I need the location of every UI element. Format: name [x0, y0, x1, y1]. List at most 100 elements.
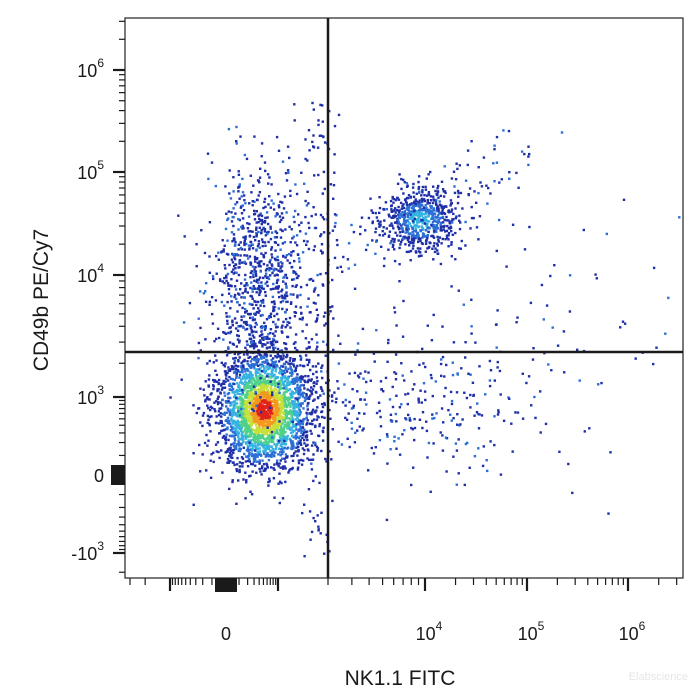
- event-dot: [277, 307, 280, 310]
- event-dot: [259, 405, 262, 408]
- event-dot: [260, 299, 263, 303]
- event-dot: [256, 432, 259, 435]
- event-dot: [297, 411, 301, 415]
- event-dot: [230, 384, 233, 388]
- event-dot: [221, 398, 224, 401]
- event-dot: [297, 274, 300, 278]
- event-dot: [442, 205, 445, 208]
- event-dot: [262, 378, 265, 381]
- event-dot: [265, 395, 269, 398]
- event-dot: [270, 199, 273, 202]
- event-dot: [276, 287, 280, 290]
- event-dot: [528, 152, 531, 156]
- event-dot: [231, 391, 234, 394]
- event-dot: [290, 441, 293, 444]
- event-dot: [282, 354, 285, 357]
- event-dot: [403, 213, 406, 216]
- event-dot: [583, 430, 586, 433]
- event-dot: [233, 437, 236, 440]
- event-dot: [208, 300, 212, 304]
- event-dot: [270, 358, 273, 362]
- event-dot: [242, 402, 245, 405]
- event-dot: [264, 399, 267, 402]
- event-dot: [266, 441, 269, 444]
- event-dot: [249, 490, 252, 493]
- event-dot: [403, 235, 407, 238]
- event-dot: [420, 241, 424, 245]
- event-dot: [301, 375, 305, 379]
- event-dot: [424, 188, 428, 191]
- event-dot: [224, 428, 228, 431]
- event-dot: [247, 429, 250, 432]
- event-dot: [268, 337, 271, 341]
- event-dot: [257, 440, 260, 443]
- event-dot: [217, 381, 220, 385]
- event-dot: [260, 409, 263, 412]
- event-dot: [220, 421, 223, 424]
- event-dot: [232, 425, 235, 429]
- event-dot: [216, 327, 220, 330]
- event-dot: [228, 169, 231, 172]
- event-dot: [274, 408, 277, 411]
- event-dot: [281, 324, 284, 327]
- event-dot: [226, 427, 229, 431]
- event-dot: [242, 296, 246, 299]
- event-dot: [259, 437, 263, 440]
- event-dot: [344, 404, 347, 407]
- event-dot: [255, 257, 258, 261]
- event-dot: [272, 389, 275, 393]
- event-dot: [214, 443, 218, 446]
- event-dot: [302, 364, 306, 368]
- event-dot: [268, 396, 271, 399]
- event-dot: [283, 393, 286, 397]
- event-dot: [258, 334, 262, 338]
- event-dot: [303, 379, 306, 382]
- event-dot: [296, 294, 299, 297]
- event-dot: [230, 278, 233, 281]
- event-dot: [413, 224, 417, 228]
- event-dot: [295, 244, 299, 247]
- event-dot: [419, 220, 423, 223]
- event-dot: [279, 355, 282, 358]
- event-dot: [290, 427, 293, 430]
- event-dot: [260, 219, 263, 222]
- event-dot: [322, 218, 326, 221]
- event-dot: [253, 336, 256, 339]
- event-dot: [273, 412, 276, 415]
- event-dot: [217, 251, 220, 254]
- event-dot: [263, 161, 267, 164]
- event-dot: [299, 429, 303, 432]
- event-dot: [226, 239, 229, 242]
- event-dot: [267, 372, 270, 376]
- event-dot: [263, 413, 266, 417]
- event-dot: [298, 442, 301, 445]
- event-dot: [264, 282, 267, 285]
- event-dot: [391, 405, 395, 409]
- event-dot: [412, 195, 416, 198]
- event-dot: [230, 419, 233, 422]
- event-dot: [280, 387, 284, 390]
- event-dot: [460, 239, 463, 243]
- event-dot: [216, 397, 219, 401]
- event-dot: [302, 239, 306, 243]
- event-dot: [267, 454, 270, 457]
- event-dot: [284, 342, 288, 346]
- event-dot: [425, 420, 428, 423]
- event-dot: [227, 288, 231, 291]
- event-dot: [511, 450, 514, 453]
- event-dot: [252, 184, 255, 187]
- event-dot: [294, 366, 298, 370]
- event-dot: [417, 240, 420, 244]
- event-dot: [459, 247, 462, 250]
- event-dot: [337, 113, 341, 117]
- event-dot: [253, 200, 256, 203]
- event-dot: [231, 449, 234, 452]
- event-dot: [231, 342, 235, 345]
- event-dot: [289, 365, 292, 369]
- event-dot: [407, 221, 410, 224]
- event-dot: [292, 446, 295, 450]
- event-dot: [408, 250, 411, 253]
- event-dot: [241, 204, 244, 207]
- event-dot: [275, 281, 279, 285]
- event-dot: [305, 413, 309, 416]
